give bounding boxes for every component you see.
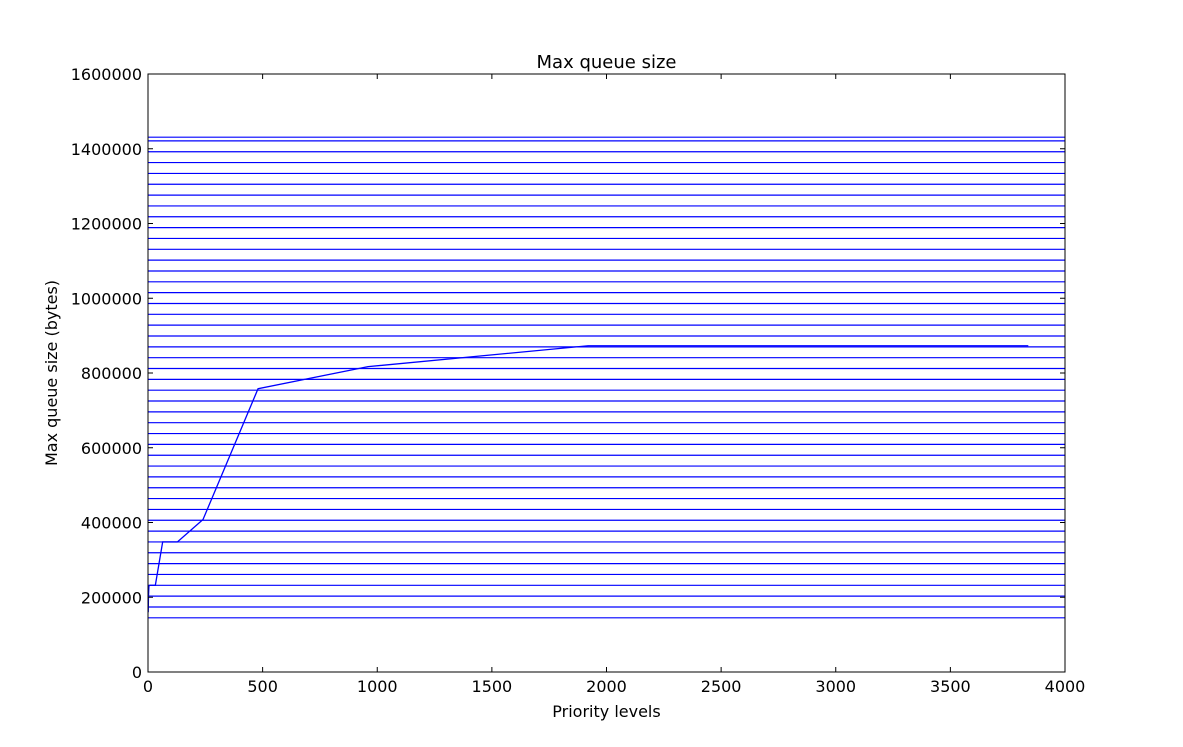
chart-title: Max queue size (537, 52, 677, 73)
y-tick-label: 1000000 (71, 289, 142, 308)
x-axis-label: Priority levels (552, 702, 660, 721)
x-tick-label: 500 (247, 677, 278, 696)
y-tick-label: 600000 (81, 439, 142, 458)
ticks-layer: 0 500 1000 1500 2000 2500 3000 3500 4000 0 200000 4… (71, 65, 1086, 696)
series-line (147, 345, 1029, 613)
x-tick-label: 2500 (701, 677, 742, 696)
x-tick-label: 3500 (930, 677, 971, 696)
y-tick-label: 200000 (81, 588, 142, 607)
series-layer (147, 345, 1029, 613)
x-tick-label: 0 (143, 677, 153, 696)
y-tick-label: 1400000 (71, 140, 142, 159)
y-tick-label: 400000 (81, 514, 142, 533)
y-tick-label: 800000 (81, 364, 142, 383)
y-tick-label: 1600000 (71, 65, 142, 84)
x-tick-label: 3000 (815, 677, 856, 696)
y-tick-label: 1200000 (71, 215, 142, 234)
x-tick-label: 1500 (472, 677, 513, 696)
horizontal-lines-layer (148, 136, 1065, 619)
x-tick-label: 2000 (586, 677, 627, 696)
y-axis-label: Max queue size (bytes) (42, 280, 61, 466)
plot-area-frame (147, 73, 1066, 673)
y-tick-label: 0 (132, 663, 142, 682)
x-tick-label: 4000 (1045, 677, 1086, 696)
x-tick-label: 1000 (357, 677, 398, 696)
